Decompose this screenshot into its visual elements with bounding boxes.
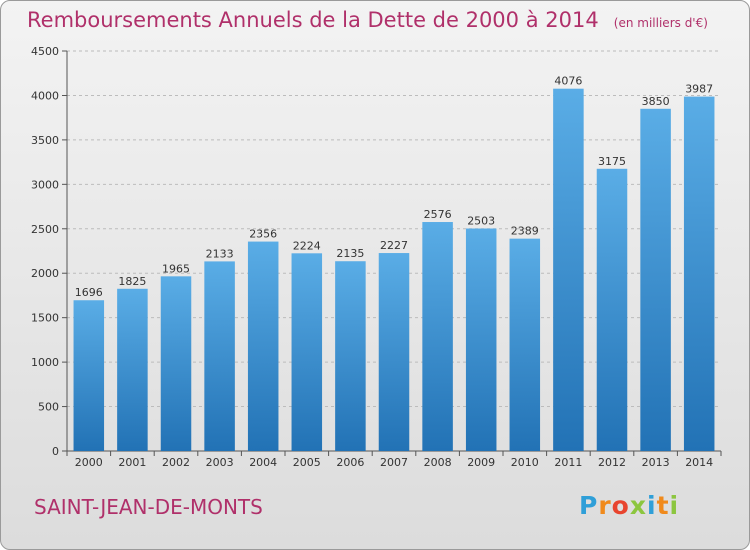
- x-tick-label-2002: 2002: [162, 456, 190, 469]
- x-tick-label-2006: 2006: [336, 456, 364, 469]
- y-tick-label: 1500: [31, 312, 59, 325]
- logo-letter: o: [611, 491, 630, 520]
- bar-2002: [160, 276, 192, 451]
- value-label-2013: 3850: [642, 95, 670, 108]
- city-name: SAINT-JEAN-DE-MONTS: [34, 495, 263, 519]
- value-label-2008: 2576: [424, 208, 452, 221]
- y-tick-label: 0: [52, 445, 59, 458]
- value-label-2007: 2227: [380, 239, 408, 252]
- value-label-2012: 3175: [598, 155, 626, 168]
- bar-2013: [640, 108, 671, 452]
- bar-2011: [553, 88, 584, 451]
- x-tick-label-2010: 2010: [511, 456, 539, 469]
- x-tick-label-2007: 2007: [380, 456, 408, 469]
- y-tick-label: 3500: [31, 134, 59, 147]
- logo-letter: i: [669, 491, 680, 520]
- value-label-2003: 2133: [206, 247, 234, 260]
- value-label-2005: 2224: [293, 239, 321, 252]
- value-label-2000: 1696: [75, 286, 103, 299]
- bar-2007: [378, 253, 410, 451]
- x-tick-label-2009: 2009: [467, 456, 495, 469]
- chart-title: Remboursements Annuels de la Dette de 20…: [27, 8, 708, 32]
- value-label-2010: 2389: [511, 225, 539, 238]
- x-tick-label-2005: 2005: [293, 456, 321, 469]
- value-label-2014: 3987: [685, 83, 713, 96]
- value-label-2006: 2135: [336, 247, 364, 260]
- value-label-2011: 4076: [554, 75, 582, 88]
- x-tick-label-2013: 2013: [642, 456, 670, 469]
- x-tick-label-2008: 2008: [424, 456, 452, 469]
- value-label-2002: 1965: [162, 262, 190, 275]
- bar-2005: [291, 253, 323, 451]
- logo-letter: x: [629, 491, 647, 520]
- chart-title-unit: (en milliers d'€): [613, 16, 708, 30]
- bar-2014: [683, 96, 715, 451]
- y-tick-label: 2500: [31, 223, 59, 236]
- logo-letter: i: [647, 491, 657, 520]
- x-tick-label-2004: 2004: [249, 456, 277, 469]
- bar-2006: [335, 261, 366, 451]
- bar-2001: [117, 288, 148, 451]
- proxiti-logo: Proxiti: [579, 491, 679, 520]
- chart-title-main: Remboursements Annuels de la Dette de 20…: [27, 8, 599, 32]
- bar-2010: [509, 238, 541, 451]
- value-labels: 1696 1825 1965 2133 2356 2224 2135 2227 2576 2503…: [75, 75, 713, 300]
- bar-2008: [422, 222, 453, 451]
- x-tick-label-2012: 2012: [598, 456, 626, 469]
- value-label-2009: 2503: [467, 215, 495, 228]
- y-tick-label: 4000: [31, 89, 59, 102]
- y-tick-label: 4500: [31, 45, 59, 58]
- bars: [73, 88, 715, 452]
- logo-letter: P: [579, 491, 599, 520]
- y-tick-label: 2000: [31, 267, 59, 280]
- x-tick-label-2014: 2014: [685, 456, 713, 469]
- bar-2000: [73, 300, 105, 451]
- value-label-2001: 1825: [118, 275, 146, 288]
- bar-2003: [204, 261, 235, 451]
- value-label-2004: 2356: [249, 228, 277, 241]
- y-tick-label: 1000: [31, 356, 59, 369]
- x-tick-labels: 2000 2001 2002 2003 2004 2005 2006 2007 2008 2009…: [75, 456, 713, 469]
- logo-letter: t: [656, 491, 670, 520]
- bar-2012: [596, 168, 628, 451]
- y-tick-labels: 0 500 1000 1500 2000 2500 3000 3500 4000 4500: [31, 45, 59, 458]
- y-tick-label: 500: [38, 401, 59, 414]
- x-tick-label-2003: 2003: [206, 456, 234, 469]
- y-tick-label: 3000: [31, 178, 59, 191]
- bar-2004: [247, 241, 279, 451]
- logo-letter: r: [598, 491, 612, 520]
- bar-2009: [465, 228, 497, 451]
- x-tick-label-2011: 2011: [554, 456, 582, 469]
- x-tick-label-2001: 2001: [118, 456, 146, 469]
- x-tick-label-2000: 2000: [75, 456, 103, 469]
